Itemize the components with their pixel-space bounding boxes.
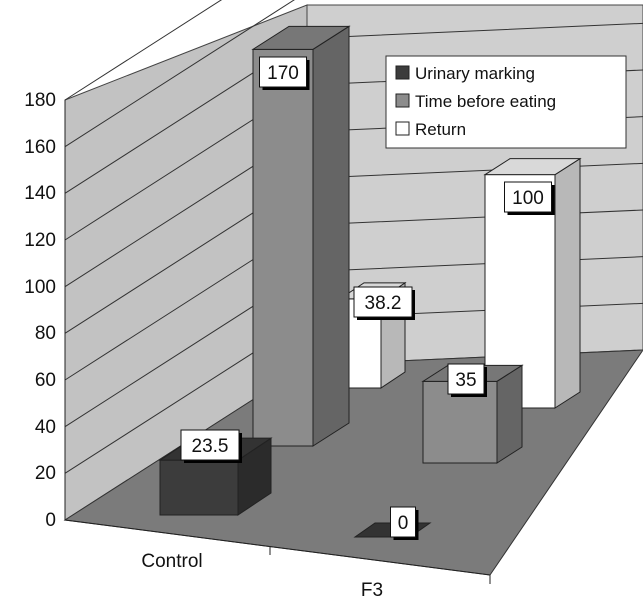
legend-box bbox=[385, 55, 627, 149]
bar-top bbox=[251, 25, 351, 50]
data-label-text: 100 bbox=[512, 188, 544, 209]
category-label-f3: F3 bbox=[361, 580, 383, 601]
data-label-box bbox=[390, 506, 416, 538]
bar-front bbox=[159, 459, 239, 516]
data-label-text: 38.2 bbox=[365, 293, 402, 314]
bar-top bbox=[483, 158, 582, 176]
data-label: 100 bbox=[504, 181, 555, 215]
legend: Urinary marking Time before eating Retur… bbox=[385, 55, 627, 149]
legend-swatch-time-before-eating bbox=[395, 93, 410, 108]
data-label-box bbox=[259, 56, 307, 88]
bar-side bbox=[496, 364, 523, 464]
data-label: 0 bbox=[390, 506, 419, 540]
bar-return-f3 bbox=[483, 157, 582, 409]
data-label-text: 0 bbox=[398, 513, 409, 534]
data-label-box bbox=[504, 181, 552, 213]
y-ticks: 0 20 40 60 80 100 120 140 160 180 bbox=[24, 90, 56, 531]
y-tick-label: 120 bbox=[24, 230, 56, 251]
data-labels: 23.5 0 170 35 38.2 100 bbox=[180, 56, 555, 540]
y-tick-label: 100 bbox=[24, 277, 56, 298]
data-label: 23.5 bbox=[180, 429, 242, 463]
data-label: 170 bbox=[259, 56, 310, 90]
y-tick-label: 40 bbox=[35, 417, 56, 438]
legend-swatch-urinary-marking bbox=[395, 65, 410, 80]
y-tick-label: 80 bbox=[35, 323, 56, 344]
legend-label-urinary-marking: Urinary marking bbox=[415, 64, 535, 83]
data-label-text: 35 bbox=[455, 370, 476, 391]
y-tick-label: 60 bbox=[35, 370, 56, 391]
y-tick-label: 140 bbox=[24, 183, 56, 204]
gridline bbox=[64, 0, 223, 101]
bar-time-before-eating-control bbox=[251, 25, 351, 447]
data-label-box bbox=[353, 286, 413, 318]
data-label-text: 23.5 bbox=[192, 436, 229, 457]
y-tick-label: 160 bbox=[24, 137, 56, 158]
data-label-box bbox=[180, 429, 240, 461]
data-label: 35 bbox=[447, 363, 487, 397]
legend-label-return: Return bbox=[415, 120, 466, 139]
gridline bbox=[64, 0, 295, 148]
y-tick-label: 0 bbox=[45, 510, 56, 531]
bar-side bbox=[554, 157, 581, 409]
data-label-box bbox=[447, 363, 485, 395]
bar-front bbox=[252, 48, 314, 447]
y-tick-label: 20 bbox=[35, 463, 56, 484]
bars bbox=[158, 25, 582, 538]
category-label-control: Control bbox=[141, 551, 202, 572]
x-axis-line bbox=[64, 519, 491, 576]
y-tick-label: 180 bbox=[24, 90, 56, 111]
legend-label-time-before-eating: Time before eating bbox=[415, 92, 556, 111]
data-label: 38.2 bbox=[353, 286, 415, 320]
legend-swatch-return bbox=[395, 121, 410, 136]
bar-side bbox=[312, 25, 350, 447]
data-label-text: 170 bbox=[267, 63, 299, 84]
